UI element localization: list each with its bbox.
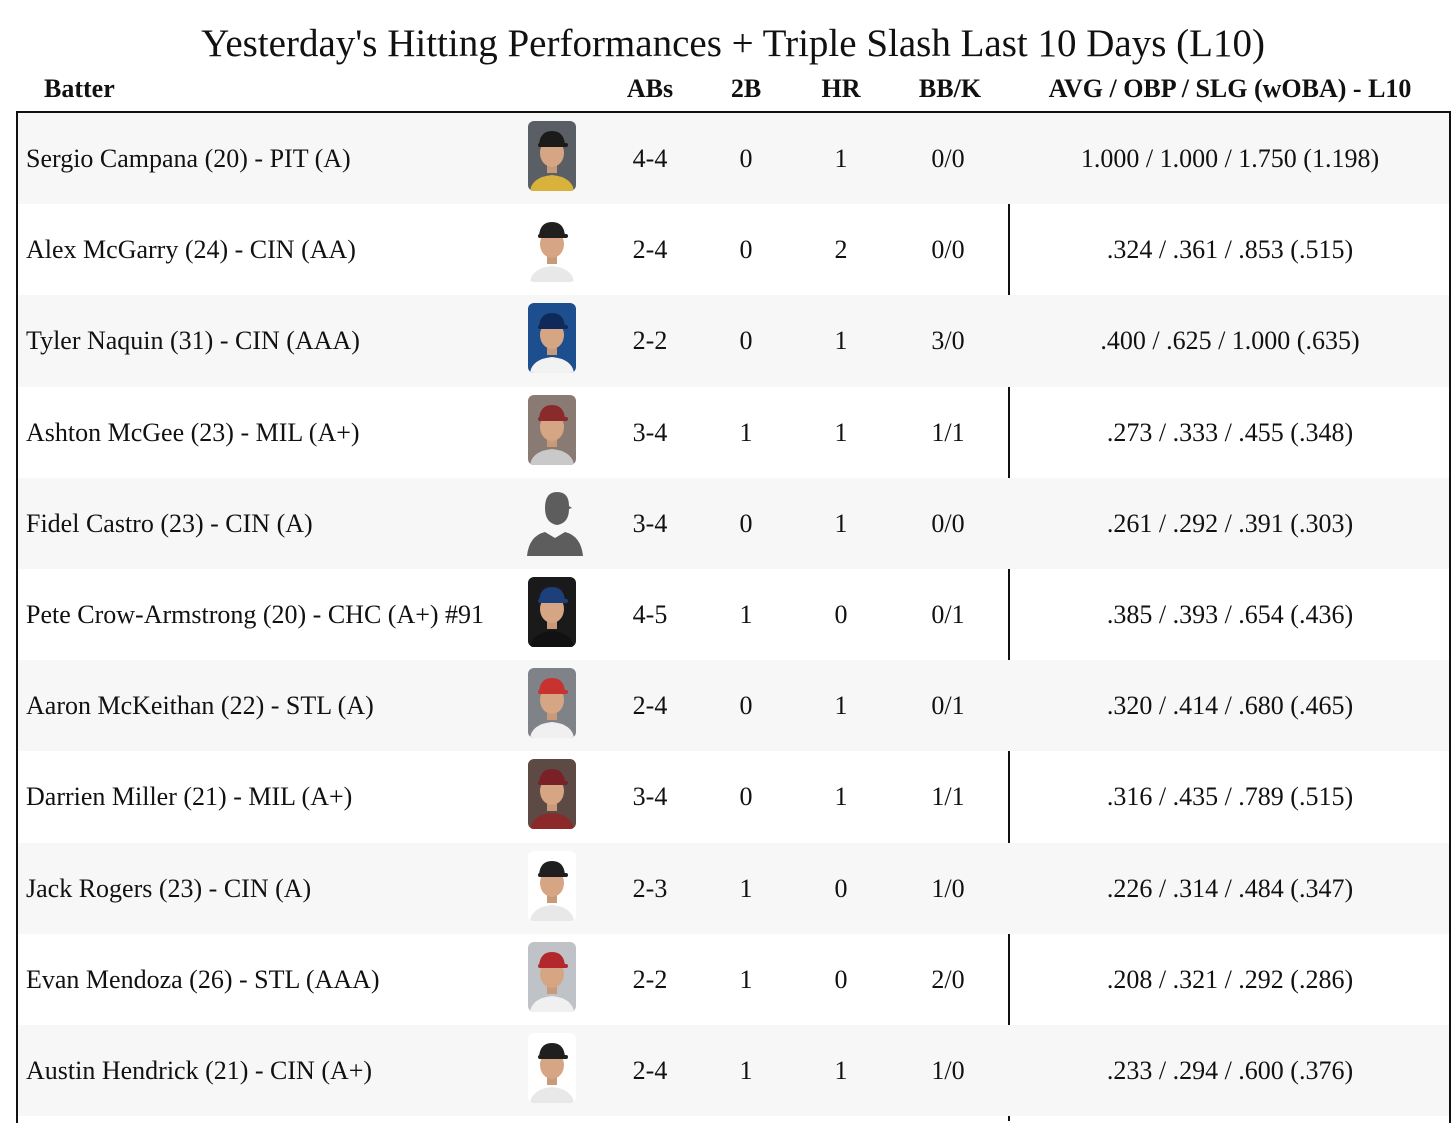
walks-strikeouts-value: 1/1 — [931, 782, 965, 812]
doubles-value: 1 — [739, 873, 753, 903]
player-photo — [528, 576, 576, 647]
player-photo — [528, 212, 576, 283]
doubles-value: 0 — [739, 782, 753, 812]
player-photo — [528, 668, 576, 739]
header-doubles: 2B — [730, 74, 762, 103]
slash-line-value: .400 / .625 / 1.000 (.635) — [1100, 326, 1360, 356]
at-bats-value: 3-4 — [632, 508, 668, 538]
batter-name: Pete Crow-Armstrong (20) - CHC (A+) #91 — [26, 599, 485, 629]
slash-line-value: .320 / .414 / .680 (.465) — [1106, 691, 1354, 721]
player-photo — [528, 941, 576, 1012]
table-row: Darrien Miller (21) - MIL (A+) 3-4 0 1 1/1 .3… — [18, 751, 1449, 842]
player-photo — [528, 1032, 576, 1103]
slash-line-value: 1.000 / 1.000 / 1.750 (1.198) — [1080, 144, 1380, 173]
table-row: Sergio Campana (20) - PIT (A) 4-4 0 1 0/0 1.0… — [18, 113, 1449, 205]
table-row: Ashton McGee (23) - MIL (A+) 3-4 1 1 1/1 .273… — [18, 387, 1449, 478]
walks-strikeouts-value: 0/1 — [931, 599, 965, 629]
walks-strikeouts-value: 0/0 — [931, 235, 965, 265]
at-bats-value: 2-4 — [632, 235, 668, 265]
batter-name: Sergio Campana (20) - PIT (A) — [26, 144, 351, 173]
player-silhouette-icon — [523, 486, 587, 558]
header-bbk: BB/K — [918, 74, 982, 103]
batter-name: Aaron McKeithan (22) - STL (A) — [26, 691, 374, 721]
doubles-value: 1 — [739, 417, 753, 447]
page-title: Yesterday's Hitting Performances + Tripl… — [201, 22, 1265, 65]
slash-line-value: .226 / .314 / .484 (.347) — [1106, 873, 1354, 903]
table-row: Pete Crow-Armstrong (20) - CHC (A+) #91 4… — [18, 569, 1449, 660]
home-runs-value: 2 — [834, 235, 848, 265]
home-runs-value: 0 — [834, 599, 848, 629]
doubles-value: 0 — [739, 144, 753, 173]
slash-line-value: .273 / .333 / .455 (.348) — [1106, 417, 1354, 447]
walks-strikeouts-value: 3/0 — [931, 326, 965, 356]
home-runs-value: 0 — [834, 873, 848, 903]
walks-strikeouts-value: 1/1 — [931, 417, 965, 447]
header-slash-line: AVG / OBP / SLG (wOBA) - L10 — [1048, 74, 1412, 103]
doubles-value: 1 — [739, 599, 753, 629]
doubles-value: 0 — [739, 691, 753, 721]
slash-line-value: .385 / .393 / .654 (.436) — [1106, 599, 1354, 629]
table-row: Austin Hendrick (21) - CIN (A+) 2-4 1 1 1/0.… — [18, 1024, 1449, 1117]
batter-name: Tyler Naquin (31) - CIN (AAA) — [26, 326, 360, 356]
batter-name: Alex McGarry (24) - CIN (AA) — [26, 235, 356, 265]
at-bats-value: 3-4 — [632, 782, 668, 812]
at-bats-value: 3-4 — [632, 417, 668, 447]
player-photo — [528, 759, 576, 830]
table-row: Aaron McKeithan (22) - STL (A) 2-4 0 1 0/1 .3… — [18, 660, 1449, 752]
walks-strikeouts-value: 1/0 — [931, 1055, 965, 1085]
batter-name: Fidel Castro (23) - CIN (A) — [26, 508, 313, 538]
player-photo — [528, 303, 576, 374]
header-abs: ABs — [626, 74, 674, 103]
home-runs-value: 1 — [834, 144, 848, 173]
player-photo — [528, 121, 576, 191]
doubles-value: 1 — [739, 964, 753, 994]
at-bats-value: 2-2 — [632, 326, 668, 356]
at-bats-value: 2-2 — [632, 964, 668, 994]
player-photo — [528, 850, 576, 921]
at-bats-value: 2-3 — [632, 873, 668, 903]
walks-strikeouts-value: 1/0 — [931, 873, 965, 903]
header-hr: HR — [821, 74, 861, 103]
batter-table-body: Sergio Campana (20) - PIT (A) 4-4 0 1 0/0 1.0… — [18, 113, 1449, 1117]
doubles-value: 0 — [739, 508, 753, 538]
batter-name: Evan Mendoza (26) - STL (AAA) — [26, 964, 380, 994]
table-row: Jack Rogers (23) - CIN (A) 2-3 1 0 1/0 .226 /… — [18, 842, 1449, 934]
table-row: Evan Mendoza (26) - STL (AAA) 2-2 1 0 2/0 .20… — [18, 934, 1449, 1025]
batter-name: Jack Rogers (23) - CIN (A) — [26, 873, 312, 903]
player-photo — [528, 394, 576, 465]
header-batter: Batter — [44, 74, 115, 103]
slash-line-value: .324 / .361 / .853 (.515) — [1106, 235, 1354, 265]
home-runs-value: 0 — [834, 964, 848, 994]
home-runs-value: 1 — [834, 1055, 848, 1085]
slash-line-value: .233 / .294 / .600 (.376) — [1106, 1055, 1354, 1085]
table-row: Fidel Castro (23) - CIN (A) 3-4 0 1 0/0 .261 … — [18, 477, 1449, 569]
table-frame — [16, 111, 1451, 1123]
slash-line-value: .208 / .321 / .292 (.286) — [1106, 964, 1354, 994]
doubles-value: 0 — [739, 326, 753, 356]
batter-name: Ashton McGee (23) - MIL (A+) — [26, 417, 360, 447]
doubles-value: 0 — [739, 235, 753, 265]
walks-strikeouts-value: 0/1 — [931, 691, 965, 721]
slash-line-value: .261 / .292 / .391 (.303) — [1106, 508, 1354, 538]
at-bats-value: 4-4 — [632, 144, 668, 173]
batter-name: Darrien Miller (21) - MIL (A+) — [26, 782, 353, 812]
at-bats-value: 2-4 — [632, 1055, 668, 1085]
home-runs-value: 1 — [834, 417, 848, 447]
batter-name: Austin Hendrick (21) - CIN (A+) — [26, 1055, 373, 1085]
table-row: Alex McGarry (24) - CIN (AA) 2-4 0 2 0/0 .324… — [18, 204, 1449, 295]
home-runs-value: 1 — [834, 782, 848, 812]
walks-strikeouts-value: 0/0 — [931, 508, 965, 538]
home-runs-value: 1 — [834, 508, 848, 538]
table-row: Tyler Naquin (31) - CIN (AAA) 2-2 0 1 3/0 .40… — [18, 295, 1449, 387]
slash-line-value: .316 / .435 / .789 (.515) — [1106, 782, 1354, 812]
walks-strikeouts-value: 0/0 — [931, 144, 965, 173]
at-bats-value: 4-5 — [632, 599, 668, 629]
column-divider — [1008, 111, 1010, 1121]
home-runs-value: 1 — [834, 326, 848, 356]
at-bats-value: 2-4 — [632, 691, 668, 721]
home-runs-value: 1 — [834, 691, 848, 721]
walks-strikeouts-value: 2/0 — [931, 964, 965, 994]
doubles-value: 1 — [739, 1055, 753, 1085]
